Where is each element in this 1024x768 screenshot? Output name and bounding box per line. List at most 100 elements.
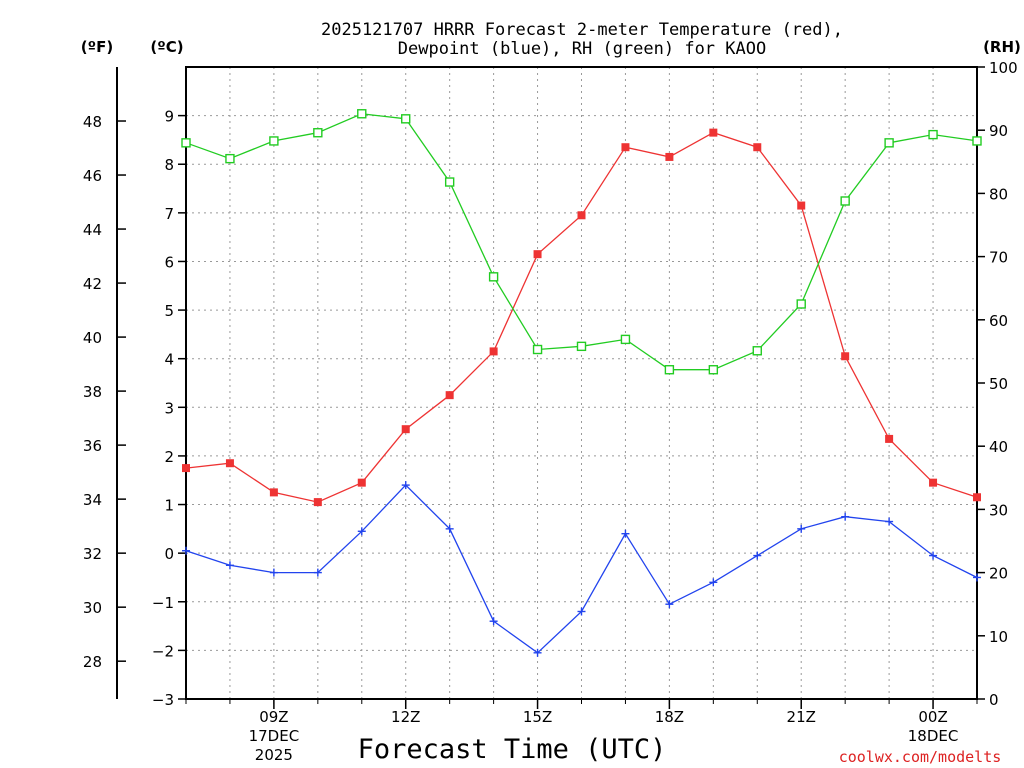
rh-point: [444, 177, 455, 187]
dewpoint-line: [185, 484, 978, 654]
fahrenheit-tick-label: 36: [83, 437, 102, 455]
temperature-point: [665, 152, 674, 161]
celsius-tick-label: 8: [164, 156, 174, 174]
temperature-point: [445, 391, 454, 400]
rh-tick-label: 80: [989, 185, 1008, 203]
temperature-point: [269, 488, 278, 497]
fahrenheit-tick-label: 44: [83, 221, 102, 239]
chart-title-line1: 2025121707 HRRR Forecast 2-meter Tempera…: [321, 20, 843, 40]
plot-frame: [185, 66, 978, 700]
dewpoint-point: [621, 529, 630, 538]
x-tick-date: 17DEC: [249, 727, 300, 745]
fahrenheit-tick-label: 38: [83, 383, 102, 401]
x-tick-label: 00Z: [918, 708, 947, 726]
x-tick-date: 18DEC: [908, 727, 959, 745]
rh-point: [796, 299, 806, 309]
dewpoint-point: [973, 573, 981, 582]
rh-point: [357, 109, 367, 119]
rh-point: [269, 136, 279, 146]
celsius-tick-label: −1: [152, 594, 174, 612]
fahrenheit-tick-label: 48: [83, 113, 102, 131]
temperature-point: [182, 464, 190, 473]
temperature-point: [753, 143, 762, 152]
celsius-tick-label: 3: [164, 399, 174, 417]
celsius-tick-label: −3: [152, 691, 174, 709]
rh-point: [840, 196, 850, 206]
rh-point: [884, 138, 894, 148]
celsius-tick-label: 0: [164, 545, 174, 563]
series-layer: [181, 109, 982, 657]
fahrenheit-unit-label: (ºF): [81, 38, 113, 56]
celsius-tick-label: 5: [164, 302, 174, 320]
x-tick-year: 2025: [255, 746, 293, 764]
rh-unit-label: (RH): [983, 38, 1021, 56]
temperature-point: [357, 478, 366, 487]
celsius-unit-label: (ºC): [150, 38, 183, 56]
rh-tick-label: 0: [989, 691, 999, 709]
temperature-point: [621, 143, 630, 152]
rh-point: [620, 334, 631, 345]
chart-title-line2: Dewpoint (blue), RH (green) for KAOO: [398, 39, 766, 59]
temperature-point: [885, 434, 894, 443]
temperature-point: [313, 498, 322, 507]
dewpoint-point: [182, 546, 190, 555]
rh-point: [752, 346, 762, 356]
x-tick-label: 15Z: [523, 708, 552, 726]
axes: 9876543210−1−2−3484644424038363432302810…: [83, 59, 1018, 764]
x-tick-label: 18Z: [655, 708, 684, 726]
rh-point: [313, 128, 323, 138]
rh-point: [225, 153, 235, 164]
fahrenheit-tick-label: 46: [83, 167, 102, 185]
rh-point: [488, 272, 499, 282]
x-tick-label: 21Z: [787, 708, 816, 726]
rh-point: [972, 136, 982, 146]
temperature-point: [841, 352, 850, 361]
dewpoint-point: [709, 578, 718, 587]
celsius-tick-label: 2: [164, 448, 174, 466]
dewpoint-point: [885, 517, 894, 526]
fahrenheit-tick-label: 40: [83, 329, 102, 347]
dewpoint-point: [313, 568, 322, 577]
rh-point: [576, 341, 587, 352]
dewpoint-point: [841, 512, 850, 521]
rh-point: [664, 365, 675, 375]
fahrenheit-tick-label: 28: [83, 653, 102, 671]
temperature-point: [973, 493, 981, 502]
rh-tick-label: 60: [989, 312, 1008, 330]
rh-tick-label: 90: [989, 122, 1008, 140]
temperature-point: [533, 250, 542, 259]
rh-tick-label: 10: [989, 628, 1008, 646]
dewpoint-point: [929, 551, 938, 560]
rh-point: [181, 138, 191, 148]
celsius-tick-label: 9: [164, 108, 174, 126]
fahrenheit-tick-label: 42: [83, 275, 102, 293]
dewpoint-point: [797, 524, 806, 533]
dewpoint-point: [401, 481, 410, 490]
fahrenheit-tick-label: 34: [83, 491, 102, 509]
celsius-tick-label: 6: [164, 253, 174, 271]
temperature-point: [489, 347, 498, 356]
rh-tick-label: 20: [989, 565, 1008, 583]
gridlines: [185, 67, 978, 700]
rh-point: [532, 344, 543, 355]
rh-point: [928, 129, 938, 140]
dewpoint-point: [753, 551, 762, 560]
x-tick-label: 12Z: [391, 708, 420, 726]
celsius-tick-label: 4: [164, 351, 174, 369]
rh-tick-label: 70: [989, 249, 1008, 267]
temperature-point: [929, 478, 938, 487]
temperature-point: [225, 459, 234, 468]
dewpoint-point: [357, 527, 366, 536]
temperature-point: [797, 201, 806, 210]
dewpoint-point: [489, 617, 498, 626]
credit-text: coolwx.com/modelts: [839, 748, 1002, 766]
celsius-tick-label: 1: [164, 497, 174, 515]
dewpoint-point: [577, 607, 586, 616]
fahrenheit-tick-label: 30: [83, 599, 102, 617]
x-axis-title: Forecast Time (UTC): [358, 734, 667, 765]
rh-tick-label: 30: [989, 501, 1008, 519]
dewpoint-point: [225, 561, 234, 570]
temperature-point: [709, 128, 718, 137]
temperature-point: [401, 425, 410, 434]
